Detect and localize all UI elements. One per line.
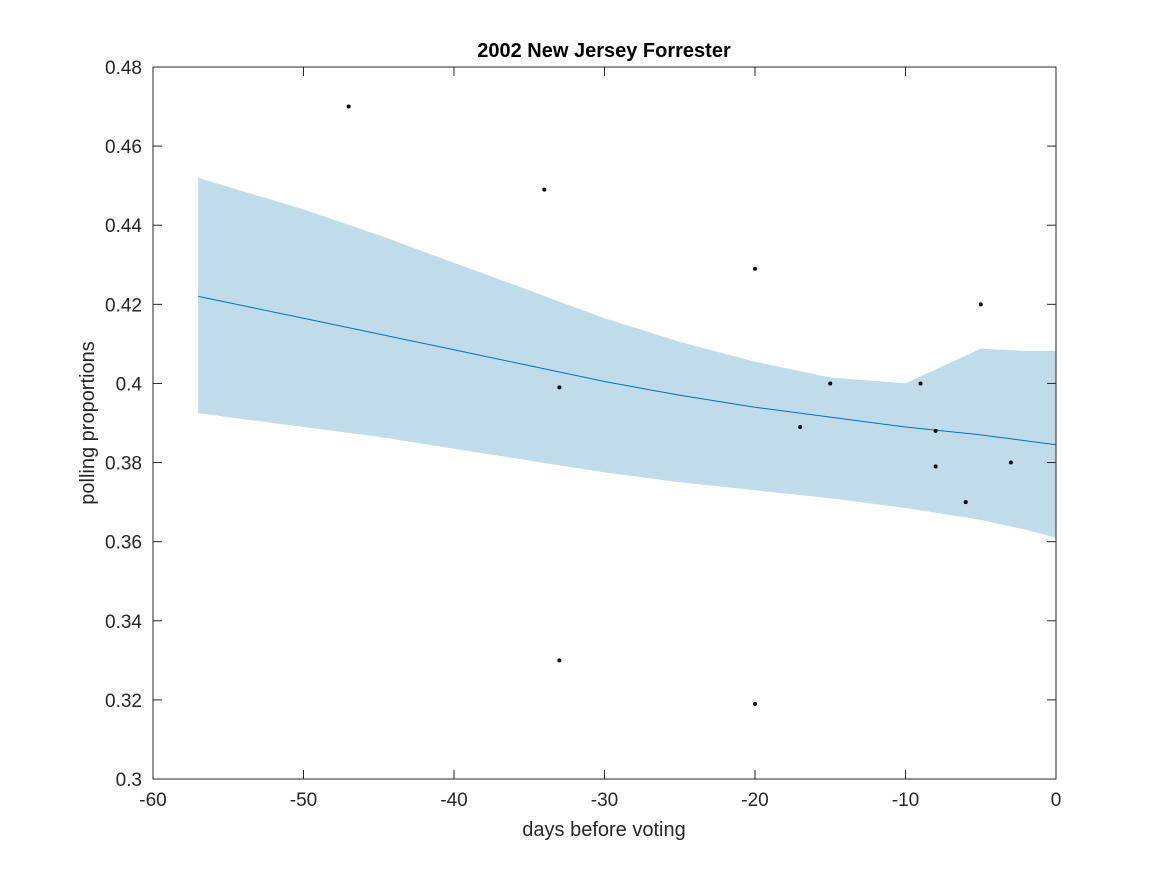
y-tick-label: 0.34 — [105, 612, 142, 633]
y-tick-label: 0.48 — [105, 58, 142, 79]
data-point — [918, 381, 923, 386]
y-tick-label: 0.44 — [105, 216, 142, 237]
x-tick-label: -20 — [741, 790, 768, 811]
chart-title: 2002 New Jersey Forrester — [477, 40, 731, 62]
x-tick-label: 0 — [1051, 790, 1062, 811]
data-points — [346, 104, 1013, 706]
y-axis-label: polling proportions — [77, 341, 99, 504]
data-point — [933, 464, 938, 469]
x-axis-ticks: -60 -50 -40 -30 -20 -10 0 — [139, 67, 1061, 811]
confidence-band — [198, 177, 1056, 538]
data-point — [798, 424, 803, 429]
data-point — [1008, 460, 1013, 465]
data-point — [828, 381, 833, 386]
x-tick-label: -10 — [892, 790, 919, 811]
data-point — [753, 701, 757, 706]
data-point — [346, 104, 351, 109]
x-tick-label: -30 — [591, 790, 618, 811]
y-tick-label: 0.3 — [116, 770, 142, 791]
data-point — [963, 500, 968, 505]
data-point — [557, 385, 562, 390]
x-tick-label: -50 — [290, 790, 317, 811]
data-point — [933, 428, 938, 433]
y-axis-ticks: 0.3 0.32 0.34 0.36 0.38 0.4 0.42 0.44 0.46 0.48 — [105, 58, 1056, 791]
data-point — [753, 266, 757, 271]
y-tick-label: 0.46 — [105, 137, 142, 158]
y-tick-label: 0.38 — [105, 454, 142, 475]
y-tick-label: 0.36 — [105, 533, 142, 554]
data-point — [978, 302, 983, 307]
x-tick-label: -60 — [139, 790, 166, 811]
data-point — [557, 658, 562, 663]
y-tick-label: 0.32 — [105, 691, 142, 712]
x-axis-label: days before voting — [522, 819, 685, 841]
data-point — [542, 187, 547, 192]
y-tick-label: 0.4 — [116, 374, 143, 395]
trend-line — [198, 295, 1057, 446]
y-tick-label: 0.42 — [105, 295, 142, 316]
x-tick-label: -40 — [440, 790, 467, 811]
